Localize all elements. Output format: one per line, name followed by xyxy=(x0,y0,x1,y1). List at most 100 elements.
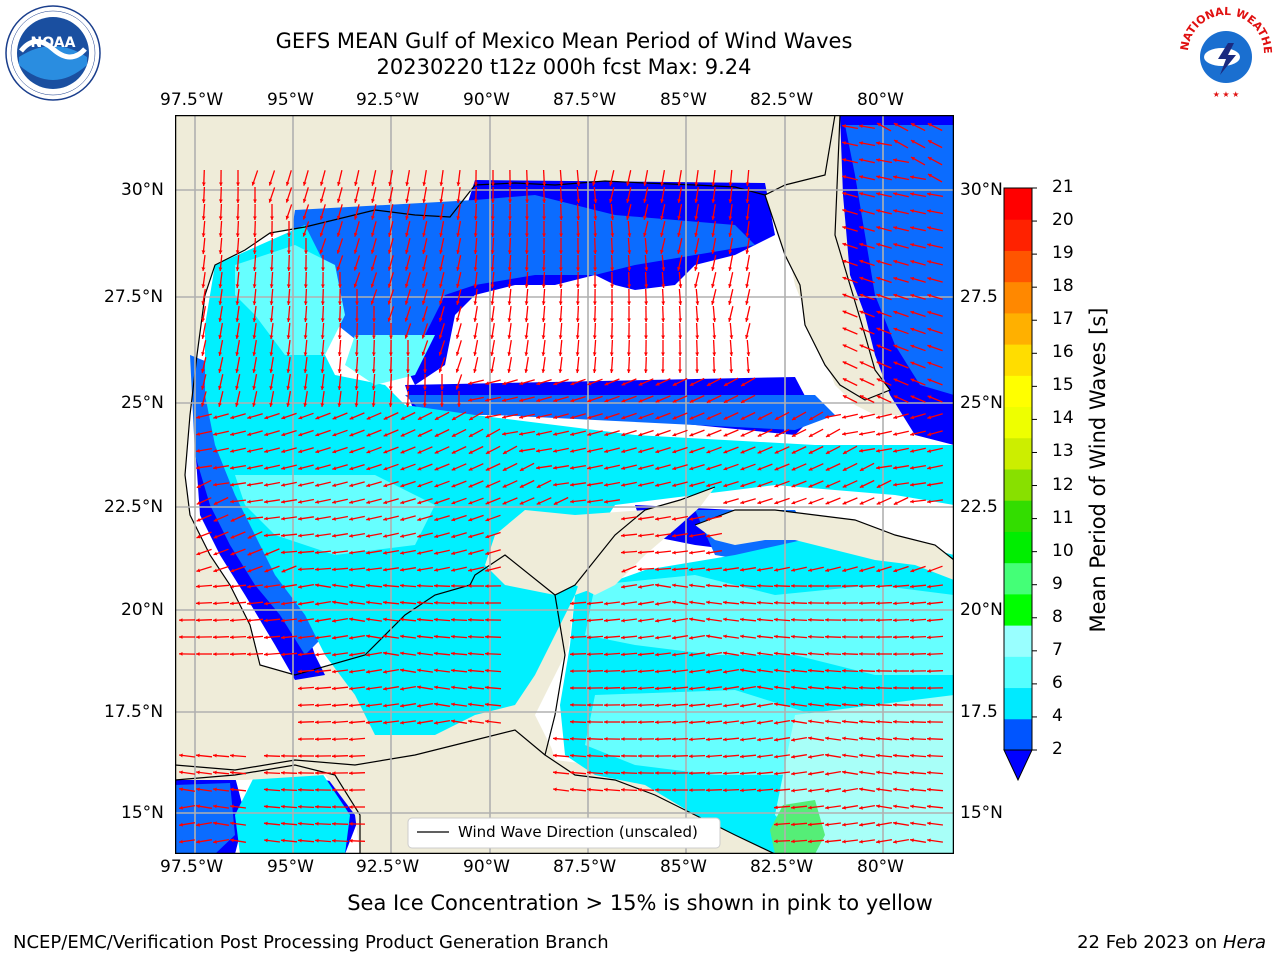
wind-arrow-head xyxy=(774,634,778,639)
wind-arrow-head xyxy=(230,568,235,573)
wind-arrow-head xyxy=(451,651,455,656)
wind-arrow-head xyxy=(281,466,286,470)
wind-arrow-head xyxy=(689,416,694,420)
wind-arrow-head xyxy=(281,787,285,792)
wind-arrow-head xyxy=(213,804,217,809)
wind-arrow-head xyxy=(286,301,291,305)
wind-arrow-head xyxy=(809,416,814,420)
wind-arrow-head xyxy=(570,635,574,640)
wind-arrow-head xyxy=(927,635,931,640)
wind-arrow-head xyxy=(808,719,812,724)
wind-arrow-head xyxy=(859,484,864,488)
wind-arrow-head xyxy=(320,369,325,373)
wind-arrow-head xyxy=(281,821,285,826)
wind-arrow-head xyxy=(405,386,410,390)
wind-arrow-head xyxy=(230,652,234,657)
wind-arrow-head xyxy=(728,267,732,271)
wind-arrow-head xyxy=(825,618,829,622)
wind-arrow-head xyxy=(298,754,302,758)
lon-tick-bottom: 90°W xyxy=(463,857,510,877)
lat-tick-left: 25°N xyxy=(121,393,164,413)
wind-arrow-head xyxy=(791,668,795,673)
wind-arrow-head xyxy=(336,232,341,237)
wind-arrow-head xyxy=(485,500,490,505)
wind-arrow-head xyxy=(672,600,676,605)
wind-arrow-head xyxy=(507,267,512,271)
wind-arrow-head xyxy=(842,293,847,298)
wind-arrow-head xyxy=(893,804,897,809)
wind-arrow-head xyxy=(218,216,223,220)
wind-arrow-head xyxy=(723,771,727,776)
wind-arrow-head xyxy=(541,284,546,288)
wind-arrow-head xyxy=(893,669,897,673)
wind-arrow-head xyxy=(213,753,217,758)
wind-arrow-head xyxy=(387,283,392,288)
wind-arrow-head xyxy=(745,216,750,220)
wind-arrow-head xyxy=(349,669,353,674)
wind-arrow-head xyxy=(740,583,744,588)
wind-arrow-head xyxy=(825,719,829,724)
wind-arrow-head xyxy=(213,839,217,844)
wind-arrow-head xyxy=(332,838,336,843)
wind-arrow-head xyxy=(468,617,472,622)
wind-arrow-head xyxy=(927,140,932,144)
wind-arrow-head xyxy=(235,369,239,373)
wind-arrow-head xyxy=(213,465,217,470)
wind-arrow-head xyxy=(451,719,455,724)
wind-arrow-head xyxy=(541,318,546,322)
wind-arrow-head xyxy=(336,266,341,271)
wind-arrow-head xyxy=(196,635,200,639)
wind-arrow-head xyxy=(677,266,681,271)
wind-arrow-head xyxy=(383,500,388,505)
wind-arrow-head xyxy=(621,398,626,403)
wind-arrow-head xyxy=(417,433,422,437)
wind-arrow-head xyxy=(910,361,915,366)
wind-arrow-head xyxy=(825,668,829,673)
wind-arrow-head xyxy=(218,250,223,254)
wind-arrow-head xyxy=(695,335,700,339)
wind-arrow-head xyxy=(689,617,693,622)
wind-arrow-head xyxy=(757,433,762,437)
wind-arrow-head xyxy=(711,250,715,254)
wind-arrow-head xyxy=(366,550,370,555)
wind-arrow-head xyxy=(264,601,268,606)
wind-arrow-head xyxy=(201,402,205,407)
wind-arrow-head xyxy=(621,737,625,741)
wind-arrow-head xyxy=(320,318,325,322)
wind-arrow-head xyxy=(621,584,625,589)
wind-arrow-head xyxy=(524,267,529,271)
wind-arrow-head xyxy=(644,284,649,288)
wind-arrow-head xyxy=(468,584,472,588)
wind-arrow-head xyxy=(876,770,880,775)
wind-arrow-head xyxy=(604,499,608,504)
colorbar-tick-label: 15 xyxy=(1052,375,1074,396)
wind-arrow-head xyxy=(876,736,880,741)
wind-arrow-head xyxy=(349,788,353,792)
wind-arrow-head xyxy=(859,432,863,436)
colorbar-swatch xyxy=(1004,656,1032,689)
wind-arrow-head xyxy=(706,600,710,605)
pale-cyan-zone xyxy=(775,695,954,854)
wind-arrow-head xyxy=(774,771,778,776)
wind-arrow-head xyxy=(230,838,234,843)
wind-arrow-head xyxy=(400,449,405,454)
wind-arrow-head xyxy=(791,433,796,437)
wind-arrow-head xyxy=(371,215,375,220)
wind-arrow-head xyxy=(264,533,268,538)
wind-arrow-head xyxy=(842,719,846,724)
wind-arrow-head xyxy=(757,583,761,588)
wind-arrow-head xyxy=(366,449,371,454)
wind-arrow-head xyxy=(247,466,251,470)
wind-arrow-head xyxy=(621,483,625,487)
wind-arrow-head xyxy=(201,199,206,203)
wind-arrow-head xyxy=(910,395,915,399)
wind-arrow-head xyxy=(694,182,699,186)
wind-arrow-head xyxy=(893,584,897,589)
wind-arrow-head xyxy=(627,318,631,322)
wind-arrow-head xyxy=(910,753,914,758)
wind-arrow-head xyxy=(791,467,796,471)
wind-arrow-head xyxy=(859,685,863,690)
wind-arrow-head xyxy=(230,584,234,589)
wind-arrow-head xyxy=(893,770,897,775)
wind-arrow-head xyxy=(689,686,693,691)
